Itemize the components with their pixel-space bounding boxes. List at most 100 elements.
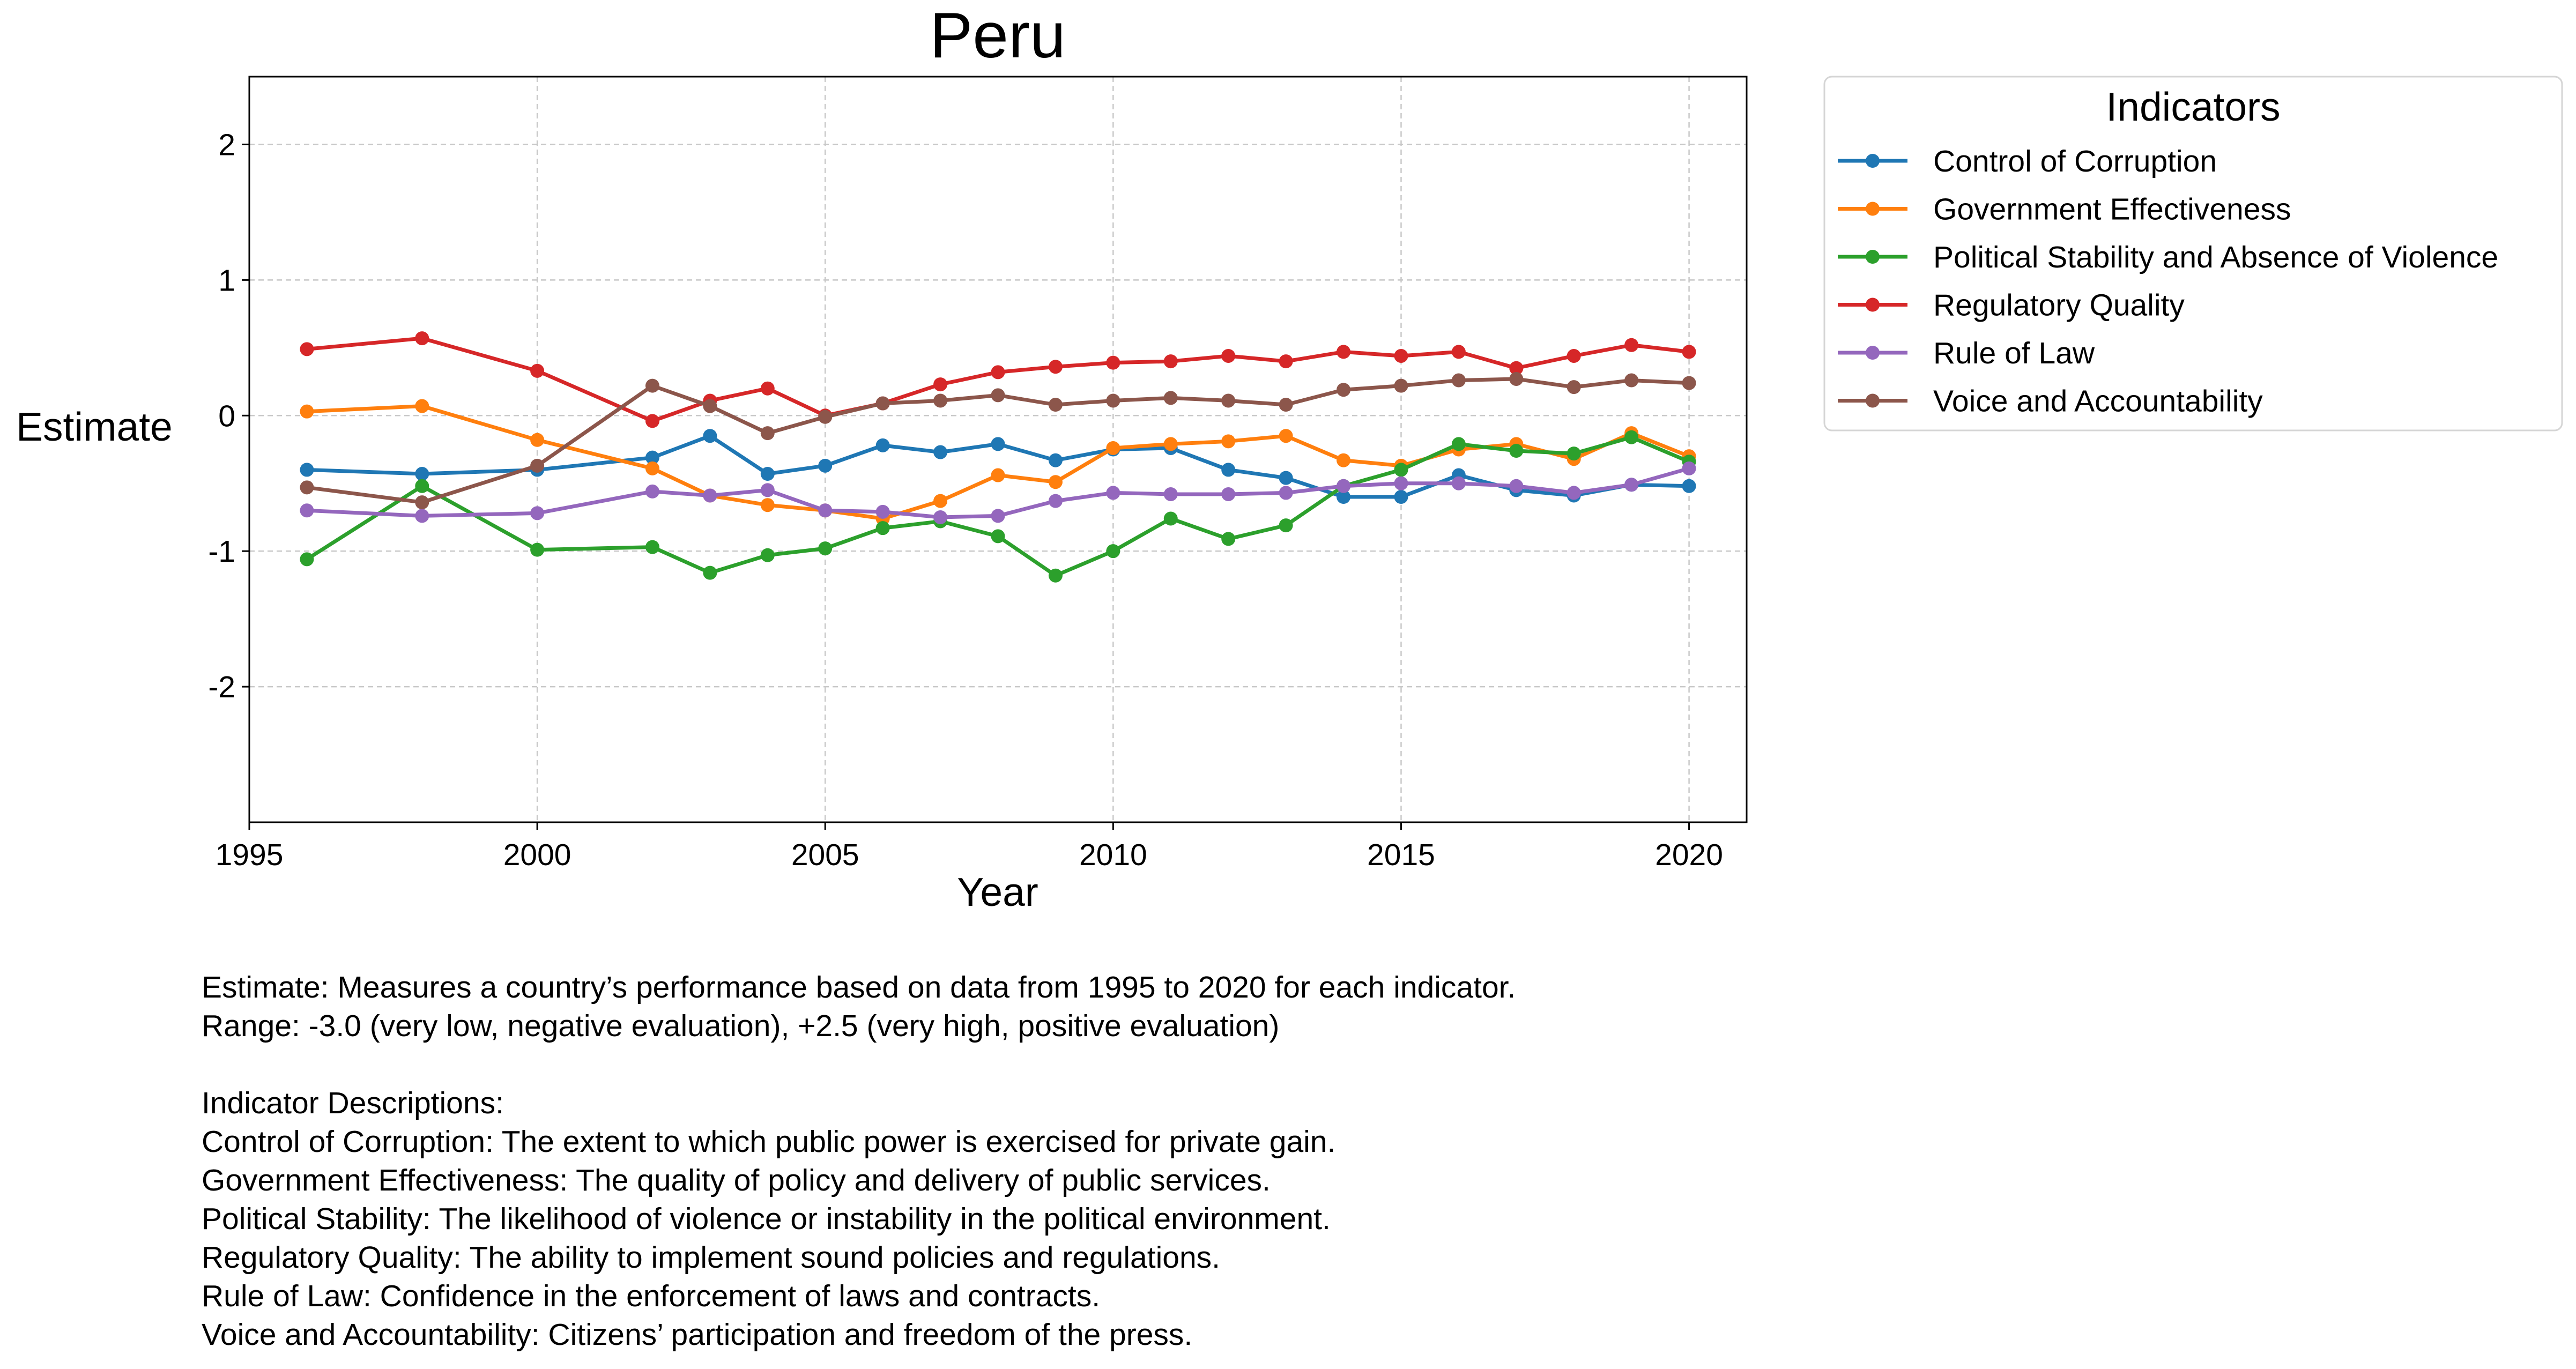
plot-frame [248, 76, 1748, 823]
data-point [991, 365, 1005, 380]
data-point [1509, 479, 1524, 493]
data-point [645, 378, 659, 393]
data-point [1221, 393, 1236, 408]
y-tick-label: -1 [208, 534, 235, 569]
data-point [1394, 463, 1408, 477]
data-point [1048, 475, 1063, 489]
data-point [415, 467, 429, 481]
note-estimate: Estimate: Measures a country’s performan… [202, 970, 1516, 1005]
data-point [1451, 373, 1466, 388]
data-point [760, 483, 775, 497]
data-point [1682, 345, 1696, 359]
legend-entry-label: Rule of Law [1933, 336, 2095, 370]
data-point [1221, 463, 1236, 477]
data-point [1567, 447, 1581, 461]
series-group [300, 399, 1696, 526]
data-point [1337, 345, 1351, 359]
data-point [1509, 444, 1524, 458]
data-point [1682, 461, 1696, 475]
data-point [1048, 453, 1063, 467]
data-point [760, 426, 775, 441]
data-point [1394, 378, 1408, 393]
legend-swatch-marker [1866, 297, 1880, 312]
data-point [1221, 532, 1236, 546]
x-axis-label: Year [957, 869, 1038, 914]
data-point [933, 445, 948, 459]
data-point [760, 498, 775, 512]
line-chart: 1995 2000 2005 2010 2015 2020 -2 -1 0 1 2 Peru Yea… [16, 0, 2563, 914]
data-point [875, 504, 890, 519]
data-point [991, 509, 1005, 523]
x-tick-label: 2010 [1079, 838, 1147, 872]
data-point [1221, 487, 1236, 501]
data-point [703, 399, 717, 413]
data-point [415, 399, 429, 413]
data-point [1337, 479, 1351, 493]
series-line [306, 377, 1689, 504]
data-point [1279, 471, 1293, 485]
data-point [1337, 383, 1351, 397]
data-point [1337, 490, 1351, 504]
data-point [1682, 479, 1696, 493]
data-point [1567, 380, 1581, 395]
data-point [415, 495, 429, 510]
data-point [933, 494, 948, 508]
legend-swatch-marker [1866, 346, 1880, 360]
data-point [1221, 434, 1236, 449]
axis-ticks: 1995 2000 2005 2010 2015 2020 -2 -1 0 1 2 [208, 128, 1723, 872]
series-lines [300, 331, 1696, 583]
series-line [307, 466, 1690, 519]
x-tick-label: 1995 [216, 838, 284, 872]
data-point [1221, 348, 1236, 363]
data-point [1279, 398, 1293, 412]
data-point [530, 433, 545, 447]
data-point [933, 510, 948, 524]
data-point [1048, 494, 1063, 508]
x-tick-label: 2000 [503, 838, 571, 872]
legend: Indicators Control of Corruption Governme… [1823, 76, 2563, 431]
data-point [1048, 360, 1063, 374]
data-point [875, 396, 890, 411]
data-point [1106, 486, 1120, 500]
grid-lines [248, 77, 1747, 822]
y-tick-label: 0 [218, 399, 235, 433]
data-point [415, 331, 429, 346]
legend-swatch-marker [1866, 202, 1880, 216]
data-point [300, 480, 314, 495]
data-point [300, 404, 314, 419]
data-point [1624, 478, 1639, 492]
series-group [300, 429, 1696, 504]
data-point [1337, 453, 1351, 467]
data-point [645, 484, 659, 499]
series-line [307, 404, 1690, 520]
legend-entry-label: Voice and Accountability [1933, 384, 2263, 419]
data-point [1048, 568, 1063, 583]
legend-swatch-marker [1866, 393, 1880, 408]
data-point [818, 410, 833, 424]
series-group [300, 371, 1696, 510]
legend-entry-label: Regulatory Quality [1933, 288, 2185, 323]
x-tick-label: 2005 [791, 838, 859, 872]
legend-items: Control of Corruption Government Effectiv… [1838, 144, 2498, 419]
data-point [1163, 391, 1178, 405]
data-point [1567, 486, 1581, 500]
note-description: Political Stability: The likelihood of v… [202, 1202, 1331, 1236]
data-point [818, 541, 833, 556]
data-point [1106, 393, 1120, 408]
data-point [703, 566, 717, 580]
note-description: Voice and Accountability: Citizens’ part… [202, 1318, 1193, 1352]
data-point [1279, 486, 1293, 500]
data-point [1624, 373, 1639, 388]
data-point [933, 393, 948, 408]
note-descriptions-title: Indicator Descriptions: [202, 1086, 504, 1120]
data-point [703, 488, 717, 503]
data-point [1451, 437, 1466, 451]
data-point [645, 414, 659, 428]
data-point [1279, 354, 1293, 369]
y-axis-label: Estimate [16, 404, 173, 449]
legend-swatch-marker [1866, 154, 1880, 168]
data-point [1394, 476, 1408, 490]
data-point [1682, 376, 1696, 390]
data-point [1509, 361, 1524, 375]
x-tick-label: 2015 [1367, 838, 1435, 872]
